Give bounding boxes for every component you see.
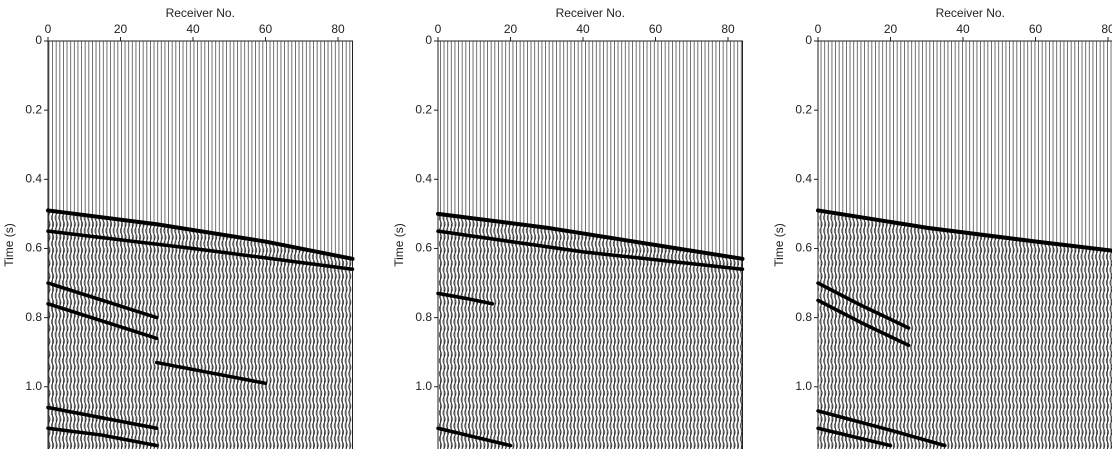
x-tick-label: 60 [1029,22,1043,36]
y-tick-label: 1.0 [795,379,812,393]
panel: 0 20 40 60 80 0 0.2 0.4 0.6 0.8 1.0 Receiver No. Tim… [392,6,745,449]
reflection-event [155,360,268,386]
y-axis-title: Time (s) [772,223,786,267]
y-tick-label: 0.2 [415,102,432,116]
reflection-event [46,405,159,431]
reflection-event [46,426,159,448]
x-tick-label: 80 [721,22,735,36]
y-tick-label: 0.4 [25,171,42,185]
y-tick-label: 0.8 [795,310,812,324]
x-tick-label: 40 [956,22,970,36]
y-tick-label: 0 [35,33,42,47]
plot-frame [817,40,1112,449]
x-axis-title: Receiver No. [936,6,1005,20]
y-tick-label: 0.4 [795,171,812,185]
x-tick-label: 80 [1101,22,1112,36]
reflection-event [46,281,159,320]
reflection-event [436,426,513,448]
x-tick-label: 60 [259,22,273,36]
x-tick-label: 0 [435,22,442,36]
y-tick-label: 0.6 [795,241,812,255]
x-tick-label: 80 [331,22,345,36]
x-axis-title: Receiver No. [556,6,625,20]
y-tick-label: 0 [425,33,432,47]
reflection-event [816,281,911,330]
y-tick-label: 0.6 [25,241,42,255]
x-tick-label: 40 [186,22,200,36]
x-tick-label: 20 [504,22,518,36]
plot-frame [47,40,353,449]
reflection-event [436,211,745,261]
reflection-event [816,409,947,448]
y-tick-label: 0.2 [795,102,812,116]
wiggle-texture [818,210,1112,449]
y-tick-label: 0.2 [25,102,42,116]
x-tick-label: 20 [114,22,128,36]
reflection-event [46,208,355,261]
reflection-event [46,229,355,271]
x-axis-title: Receiver No. [166,6,235,20]
reflection-event [436,229,745,271]
wiggle-texture [48,210,353,449]
x-tick-label: 0 [815,22,822,36]
y-tick-label: 1.0 [415,379,432,393]
y-tick-label: 0.8 [415,310,432,324]
reflection-event [816,426,893,448]
reflection-event [816,208,1112,253]
x-tick-label: 60 [649,22,663,36]
x-tick-label: 0 [45,22,52,36]
x-tick-label: 40 [576,22,590,36]
y-tick-label: 0.6 [415,241,432,255]
y-tick-label: 0.4 [415,171,432,185]
y-tick-label: 0 [805,33,812,47]
y-axis-title: Time (s) [392,223,406,267]
reflection-event [816,298,911,348]
reflection-event [436,291,495,306]
panel: 0 20 40 60 80 0 0.2 0.4 0.6 0.8 1.0 Receiver No. Tim… [2,6,355,449]
y-tick-label: 0.8 [25,310,42,324]
y-axis-title: Time (s) [2,223,16,267]
wiggle-texture [438,213,743,449]
x-tick-label: 20 [884,22,898,36]
reflection-event [46,302,159,341]
plot-frame [437,40,743,449]
panel: 0 20 40 60 80 0 0.2 0.4 0.6 0.8 1.0 Receiver No. Tim… [772,6,1112,449]
y-tick-label: 1.0 [25,379,42,393]
